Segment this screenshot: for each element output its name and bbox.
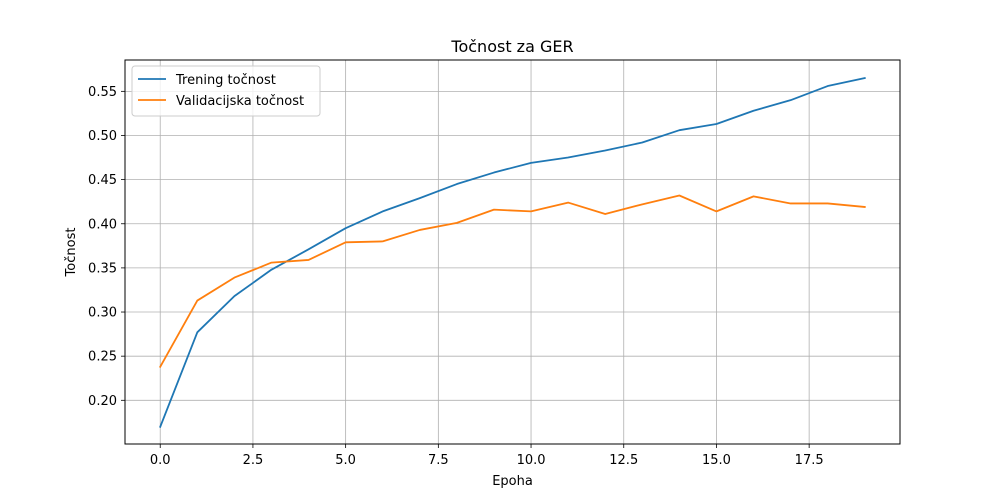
x-tick-label: 7.5 — [428, 453, 449, 468]
legend-label-validation: Validacijska točnost — [176, 94, 304, 109]
y-tick-label: 0.25 — [88, 350, 117, 365]
y-tick-label: 0.40 — [88, 217, 117, 232]
y-tick-label: 0.45 — [88, 173, 117, 188]
y-axis-ticks: 0.20 0.25 0.30 0.35 0.40 0.45 0.50 0.55 — [88, 85, 125, 409]
x-axis-ticks: 0.0 2.5 5.0 7.5 10.0 12.5 15.0 17.5 — [150, 444, 824, 468]
series-line-train — [159, 77, 866, 428]
x-tick-label: 0.0 — [150, 453, 171, 468]
y-axis-label: Točnost — [64, 228, 79, 278]
legend-box — [131, 65, 321, 117]
series-lines — [159, 77, 866, 428]
x-tick-label: 12.5 — [609, 453, 638, 468]
x-tick-label: 10.0 — [517, 453, 546, 468]
legend-label-train: Trening točnost — [175, 73, 276, 88]
y-tick-label: 0.30 — [88, 306, 117, 321]
series-line-validation — [159, 194, 866, 368]
legend: Trening točnost Validacijska točnost — [131, 65, 321, 117]
x-tick-label: 17.5 — [795, 453, 824, 468]
x-tick-label: 15.0 — [702, 453, 731, 468]
x-tick-label: 2.5 — [243, 453, 264, 468]
x-axis-label: Epoha — [492, 474, 533, 489]
y-tick-label: 0.35 — [88, 261, 117, 276]
grid — [125, 60, 900, 444]
x-tick-label: 5.0 — [335, 453, 356, 468]
chart-title: Točnost za GER — [450, 37, 573, 56]
y-tick-label: 0.55 — [88, 85, 117, 100]
y-tick-label: 0.20 — [88, 394, 117, 409]
plot-frame — [124, 59, 901, 445]
y-tick-label: 0.50 — [88, 129, 117, 144]
